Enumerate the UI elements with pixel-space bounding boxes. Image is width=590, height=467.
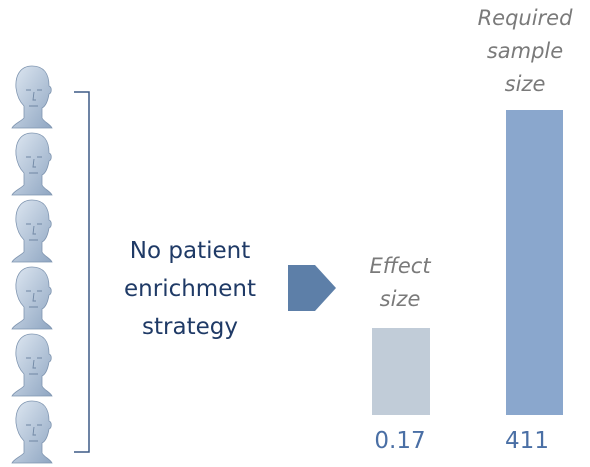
person-icon [12, 200, 52, 262]
person-icon [12, 401, 52, 463]
arrow [288, 265, 336, 311]
bar [372, 328, 430, 415]
bar-label: Required sample size [470, 2, 580, 101]
page: No patient enrichment strategy Effect si… [0, 0, 590, 467]
person-icon [12, 66, 52, 128]
value-label: 0.17 [355, 428, 445, 454]
bar [506, 110, 563, 415]
person-icon [12, 133, 52, 195]
bar-label: Effect size [355, 250, 445, 316]
bracket [74, 92, 89, 452]
value-label: 411 [480, 428, 574, 454]
person-icon [12, 267, 52, 329]
strategy-label: No patient enrichment strategy [105, 232, 275, 346]
person-icon [12, 334, 52, 396]
